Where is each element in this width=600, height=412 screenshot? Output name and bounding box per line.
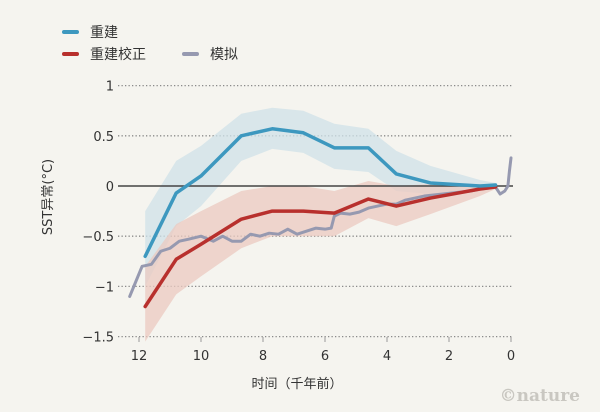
- nature-credit: ©nature: [499, 386, 580, 406]
- line-corrected: [143, 185, 498, 309]
- gridlines: [118, 84, 513, 338]
- legend-swatch-reconstruction: [62, 30, 79, 34]
- band-corrected: [145, 180, 496, 342]
- legend-item-reconstruction: 重建: [62, 22, 118, 42]
- legend-label-corrected: 重建校正: [90, 47, 146, 63]
- x-tick-label: 8: [259, 349, 267, 364]
- x-tick-label: 6: [321, 349, 329, 364]
- y-tick-label: 0: [106, 180, 114, 195]
- legend-item-simulation: 模拟: [182, 44, 238, 64]
- x-axis-label: 时间（千年前）: [251, 376, 342, 392]
- x-tick-label: 4: [383, 349, 391, 364]
- band-reconstruction: [145, 107, 496, 287]
- x-tick-label: 0: [507, 349, 515, 364]
- legend-label-simulation: 模拟: [210, 47, 238, 63]
- y-axis-ticks: 1 0.5 0 −0.5 −1 −1.5: [82, 80, 114, 346]
- y-tick-label: −1: [95, 280, 114, 295]
- legend-item-corrected: 重建校正: [62, 44, 146, 64]
- x-tick-label: 2: [445, 349, 453, 364]
- x-tick-label: 12: [131, 349, 148, 364]
- series-lines: [128, 127, 513, 309]
- legend-label-reconstruction: 重建: [90, 25, 118, 41]
- line-reconstruction: [143, 127, 498, 259]
- y-tick-label: 0.5: [93, 130, 114, 145]
- y-axis-label: SST异常(°C): [41, 159, 56, 235]
- y-tick-label: −1.5: [82, 331, 114, 346]
- legend-swatch-corrected: [62, 52, 79, 56]
- legend-swatch-simulation: [182, 52, 199, 56]
- x-axis-ticks: 12 10 8 6 4 2 0: [131, 337, 515, 364]
- y-tick-label: 1: [106, 80, 114, 95]
- y-tick-label: −0.5: [82, 230, 114, 245]
- x-tick-label: 10: [193, 349, 210, 364]
- uncertainty-bands: [145, 107, 496, 342]
